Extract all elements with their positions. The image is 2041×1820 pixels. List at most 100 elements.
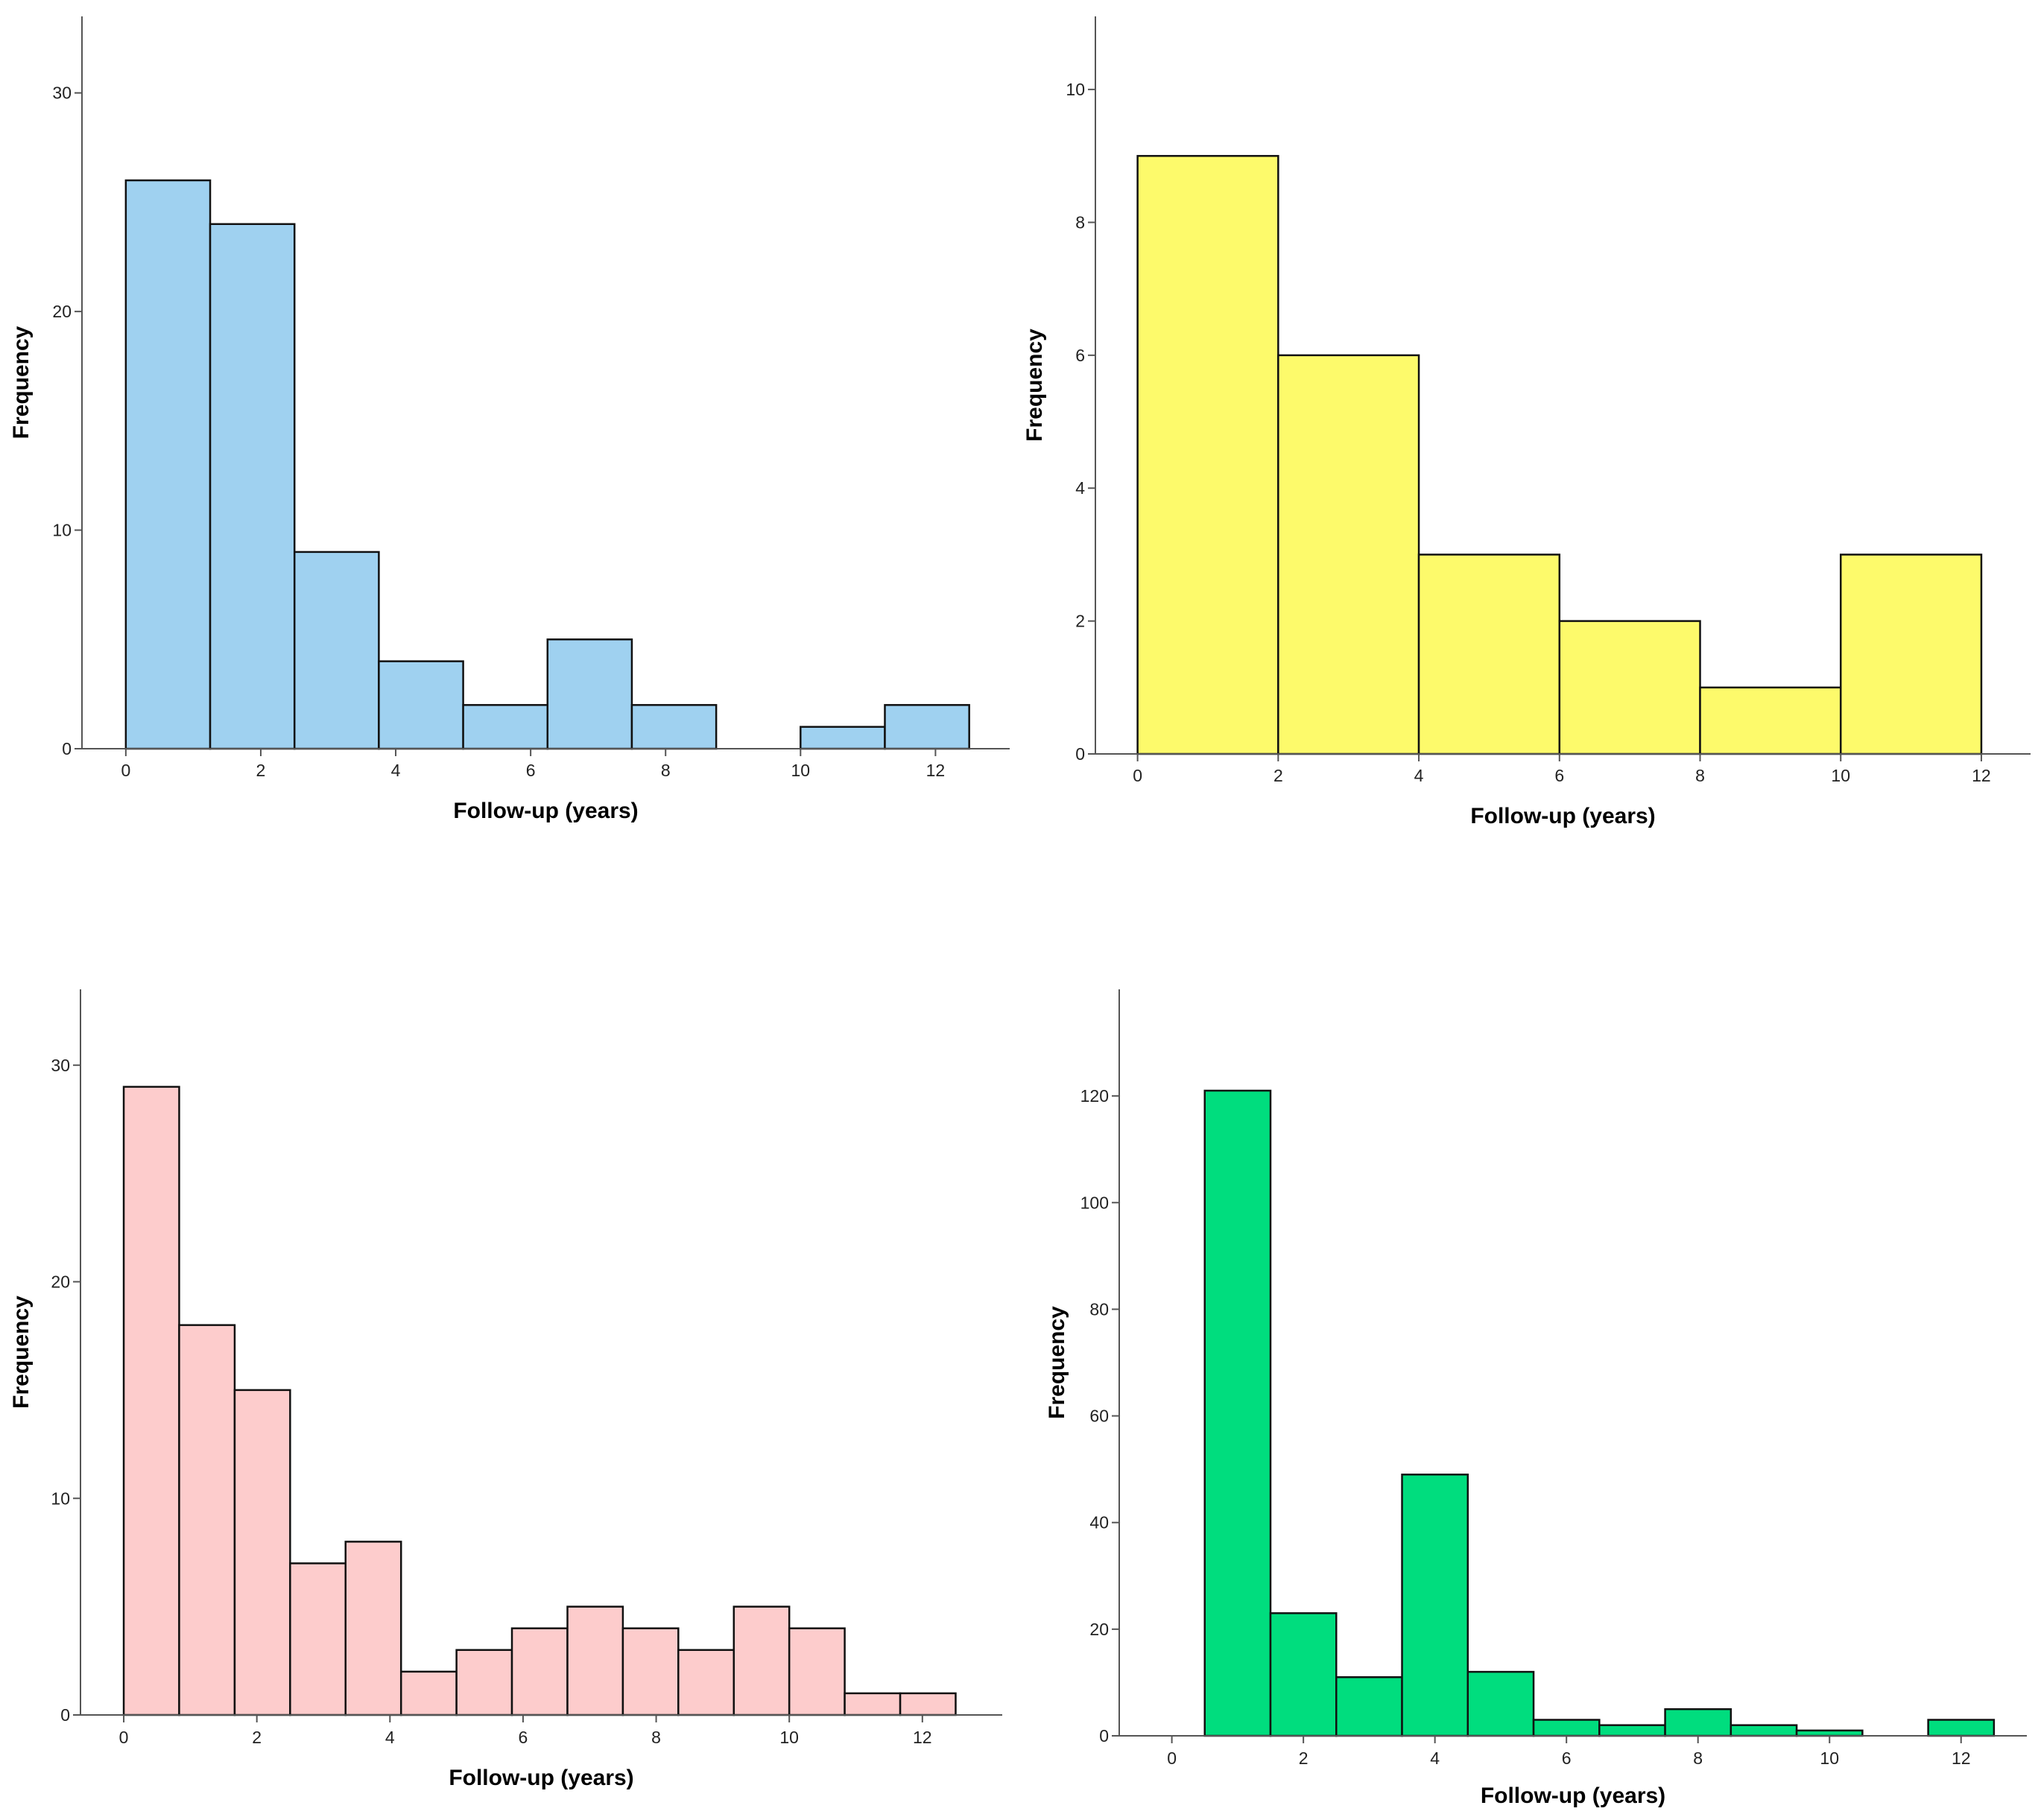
histogram-bar: [546, 638, 633, 750]
histogram-bar: [510, 1627, 569, 1716]
histogram-bar: [732, 1605, 791, 1716]
y-tick-label: 10: [51, 1488, 70, 1508]
x-tick-label: 0: [119, 1728, 129, 1747]
histogram-bar: [677, 1649, 735, 1716]
x-tick-label: 6: [526, 761, 536, 780]
histogram-bar: [289, 1562, 347, 1716]
histogram-bar: [621, 1627, 680, 1716]
x-tick-label: 10: [1831, 766, 1850, 785]
x-tick-label: 4: [391, 761, 401, 780]
y-tick-label: 0: [1099, 1726, 1109, 1746]
histogram-bar: [1269, 1612, 1338, 1737]
x-tick-label: 12: [1952, 1748, 1971, 1768]
histogram-bar: [378, 660, 464, 750]
x-tick-label: 10: [779, 1728, 799, 1747]
x-axis-title: Follow-up (years): [449, 1766, 633, 1790]
x-tick-label: 10: [1820, 1748, 1839, 1768]
x-tick-label: 12: [1972, 766, 1991, 785]
x-tick-label: 0: [121, 761, 130, 780]
x-tick-label: 4: [1414, 766, 1424, 785]
histogram-bar: [209, 223, 296, 750]
histogram-bar: [344, 1541, 402, 1716]
x-tick-label: 2: [1273, 766, 1283, 785]
histogram-bar: [566, 1605, 624, 1716]
histogram-panel-bottom-right: 0 20 40 60 80 100 120 0 2 4 6 8 10 12 Follow-up (years…: [1045, 989, 2027, 1808]
x-axis-title: Follow-up (years): [1481, 1783, 1665, 1808]
histogram-bar: [1730, 1724, 1798, 1737]
y-tick-label: 20: [51, 1272, 70, 1292]
y-tick-label: 0: [1075, 744, 1085, 764]
x-tick-label: 8: [661, 761, 671, 780]
histogram-bar: [1335, 1676, 1403, 1737]
y-tick-label: 10: [52, 521, 72, 540]
y-tick-label: 0: [60, 1705, 70, 1725]
histogram-bar: [1136, 155, 1279, 755]
histogram-bar: [178, 1324, 236, 1716]
x-tick-label: 8: [1693, 1748, 1703, 1768]
y-tick-label: 6: [1075, 346, 1085, 365]
x-tick-label: 2: [256, 761, 266, 780]
x-tick-label: 8: [1695, 766, 1705, 785]
y-axis-title: Frequency: [1045, 1306, 1069, 1419]
x-tick-label: 4: [385, 1728, 395, 1747]
x-tick-label: 12: [913, 1728, 932, 1747]
y-axis-title: Frequency: [1022, 329, 1047, 442]
y-axis-title: Frequency: [9, 1296, 34, 1409]
y-tick-label: 10: [1066, 80, 1085, 99]
histogram-bar: [1839, 554, 1983, 755]
histogram-bar: [122, 1085, 180, 1716]
x-tick-label: 6: [519, 1728, 528, 1747]
histogram-bar: [630, 704, 718, 750]
histogram-bar: [462, 704, 549, 750]
y-tick-label: 40: [1089, 1513, 1109, 1532]
y-tick-label: 4: [1075, 478, 1085, 498]
x-axis-title: Follow-up (years): [1470, 804, 1655, 828]
histogram-bar: [1466, 1670, 1535, 1737]
histogram-bar: [844, 1692, 902, 1716]
histogram-bar: [1598, 1724, 1666, 1737]
histogram-bar: [1532, 1719, 1601, 1737]
y-tick-label: 2: [1075, 612, 1085, 631]
histogram-panel-top-left: 0 10 20 30 0 2 4 6 8 10 12 Follow-up (years) Frequen…: [9, 16, 1010, 823]
histogram-bar: [399, 1670, 458, 1716]
y-tick-label: 120: [1080, 1086, 1109, 1106]
y-tick-label: 8: [1075, 212, 1085, 232]
y-tick-label: 30: [51, 1056, 70, 1075]
x-tick-label: 6: [1562, 1748, 1572, 1768]
histogram-bar: [1558, 620, 1701, 755]
histogram-panel-bottom-left: 0 10 20 30 0 2 4 6 8 10 12 Follow-up (years) Frequen…: [9, 989, 1002, 1790]
histogram-bar: [293, 551, 380, 750]
histogram-bar: [1795, 1729, 1864, 1737]
x-axis-title: Follow-up (years): [453, 799, 638, 823]
x-tick-label: 6: [1554, 766, 1564, 785]
y-tick-label: 60: [1089, 1407, 1109, 1426]
y-tick-label: 30: [52, 83, 72, 103]
y-tick-label: 100: [1080, 1193, 1109, 1212]
histogram-bar: [455, 1649, 513, 1716]
histogram-bar: [1664, 1708, 1733, 1737]
histogram-bar: [1699, 686, 1842, 755]
x-tick-label: 0: [1167, 1748, 1177, 1768]
x-tick-label: 0: [1133, 766, 1142, 785]
x-tick-label: 10: [791, 761, 811, 780]
x-tick-label: 2: [1299, 1748, 1309, 1768]
histogram-bar: [788, 1627, 846, 1716]
y-tick-label: 20: [52, 302, 72, 321]
histogram-bar: [1417, 554, 1561, 755]
histogram-bar: [800, 726, 886, 750]
histogram-bar: [1401, 1474, 1469, 1737]
histogram-bar: [233, 1389, 291, 1716]
x-tick-label: 12: [926, 761, 946, 780]
x-tick-label: 4: [1430, 1748, 1440, 1768]
y-tick-label: 80: [1089, 1299, 1109, 1319]
y-axis-title: Frequency: [9, 326, 34, 439]
y-tick-label: 20: [1089, 1620, 1109, 1639]
y-tick-label: 0: [62, 739, 72, 758]
x-tick-label: 2: [252, 1728, 262, 1747]
histogram-bar: [899, 1692, 957, 1716]
histogram-bar: [1203, 1089, 1272, 1737]
x-tick-label: 8: [651, 1728, 661, 1747]
histogram-bar: [1277, 354, 1420, 755]
histogram-bar: [124, 179, 212, 750]
